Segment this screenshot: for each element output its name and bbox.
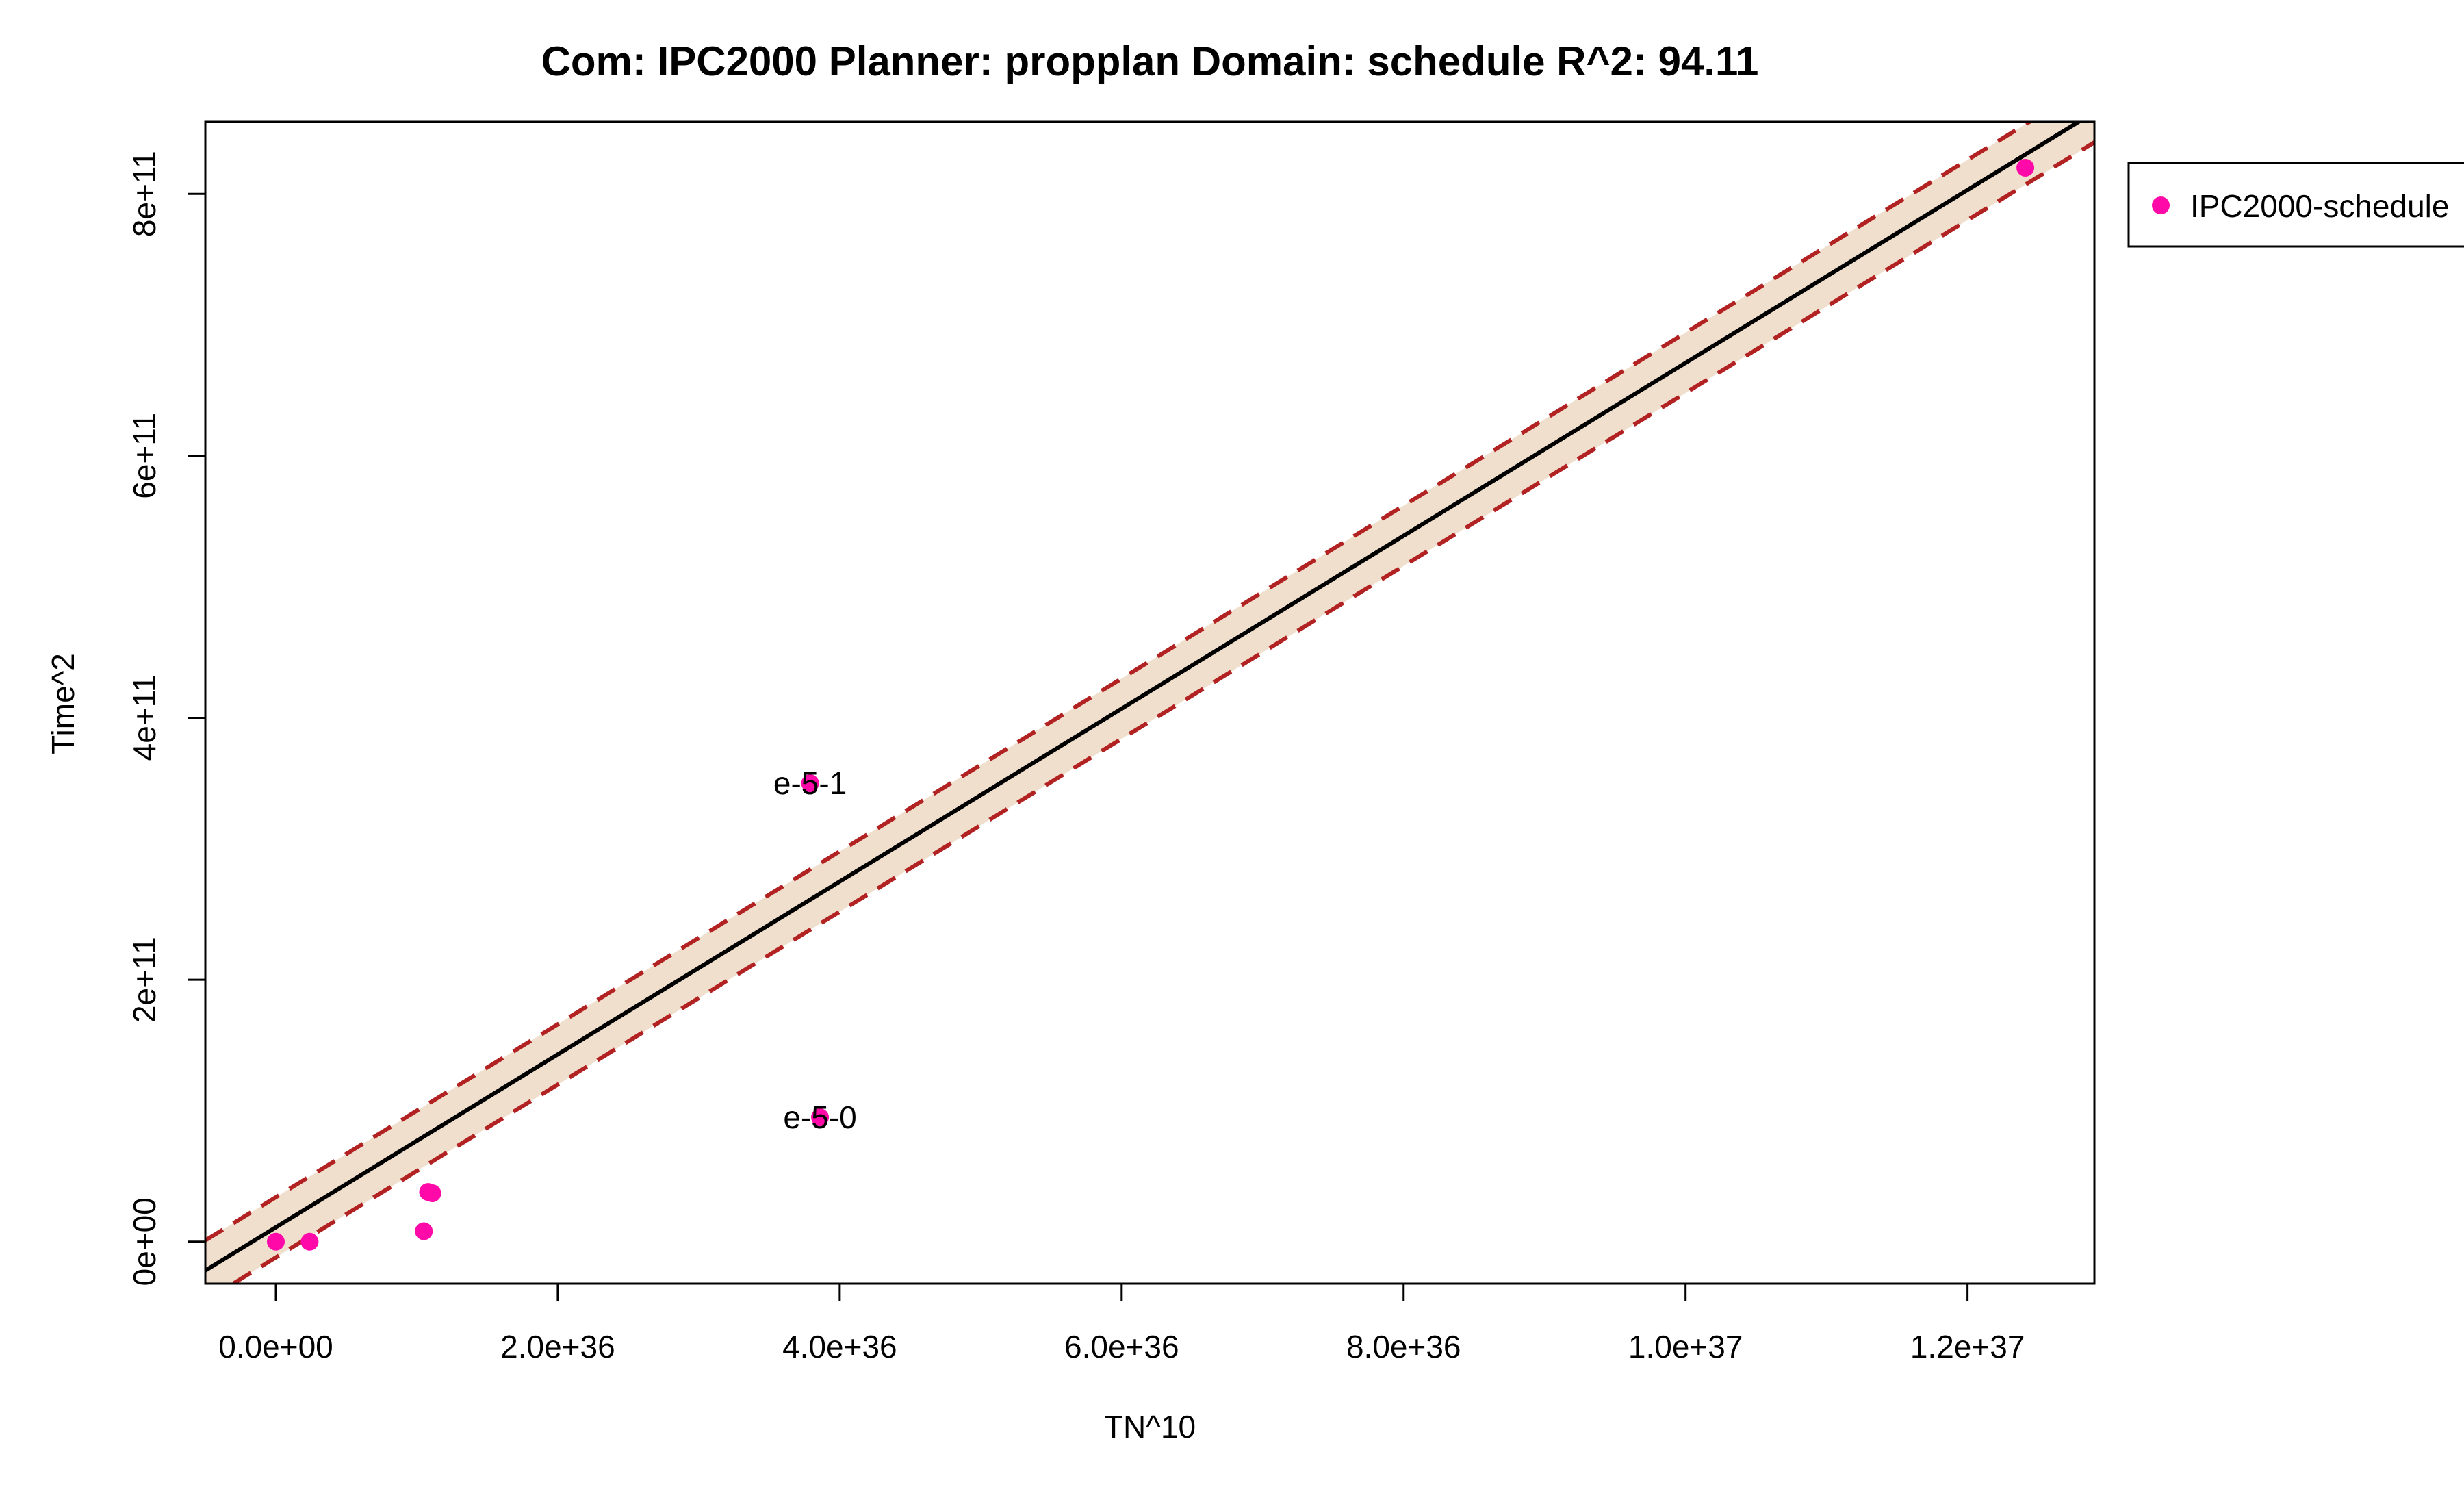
legend: IPC2000-schedule — [2127, 162, 2464, 248]
data-point — [801, 774, 819, 793]
point-label-e-5-1: e-5-1 — [773, 765, 847, 801]
y-tick-label: 0e+00 — [127, 1197, 162, 1286]
chart-title: Com: IPC2000 Planner: propplan Domain: s… — [541, 38, 1759, 84]
upper-bound-line — [205, 122, 2033, 1243]
data-point — [300, 1232, 319, 1251]
lower-bound-line — [229, 140, 2094, 1284]
x-tick-label: 2.0e+36 — [500, 1329, 615, 1364]
y-axis: 0e+00 2e+11 4e+11 6e+11 8e+11 Time^2 — [45, 151, 207, 1286]
x-tick-label: 0.0e+00 — [218, 1329, 333, 1364]
data-points — [266, 158, 2035, 1251]
y-tick-label: 4e+11 — [127, 675, 162, 761]
point-label-e-5-0: e-5-0 — [783, 1099, 856, 1135]
y-axis-label: Time^2 — [45, 653, 81, 754]
x-tick-label: 4.0e+36 — [782, 1329, 897, 1364]
data-point — [423, 1184, 441, 1202]
x-tick-label: 1.2e+37 — [1910, 1329, 2025, 1364]
y-tick-label: 6e+11 — [127, 413, 162, 499]
confidence-band — [205, 122, 2094, 1284]
regression-line — [205, 122, 2083, 1273]
x-tick-label: 8.0e+36 — [1346, 1329, 1461, 1364]
legend-box — [2127, 162, 2464, 248]
point-annotations: e-5-1 e-5-0 — [773, 765, 857, 1135]
x-axis: 0.0e+00 2.0e+36 4.0e+36 6.0e+36 8.0e+36 … — [218, 1282, 2025, 1445]
x-tick-label: 6.0e+36 — [1064, 1329, 1179, 1364]
y-tick-label: 8e+11 — [127, 151, 162, 237]
data-point — [415, 1222, 433, 1240]
plot-area: e-5-1 e-5-0 — [205, 122, 2094, 1284]
data-point — [2016, 158, 2035, 177]
x-tick-label: 1.0e+37 — [1628, 1329, 1743, 1364]
x-axis-label: TN^10 — [1104, 1409, 1196, 1445]
legend-marker — [2152, 196, 2170, 214]
data-point — [811, 1108, 830, 1127]
data-point — [266, 1232, 285, 1251]
y-tick-label: 2e+11 — [127, 937, 162, 1023]
legend-label: IPC2000-schedule — [2190, 188, 2449, 224]
